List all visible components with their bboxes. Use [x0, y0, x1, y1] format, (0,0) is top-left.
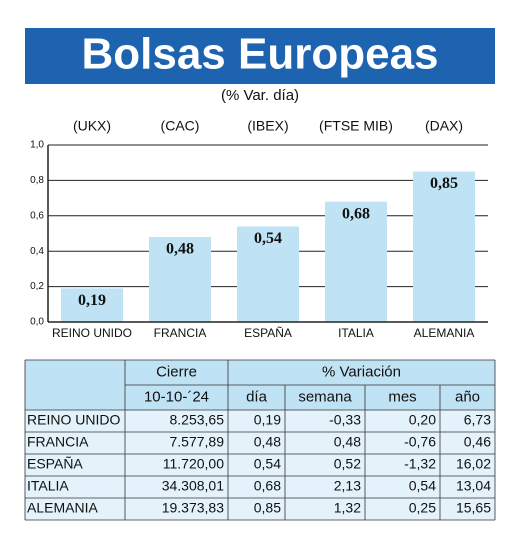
- table-cell: 0,25: [409, 500, 436, 516]
- table-cell: 7.577,89: [170, 434, 225, 450]
- table-cell: 0,54: [409, 478, 436, 494]
- table-cell: 0,48: [254, 434, 281, 450]
- table-body-bg: [25, 410, 495, 520]
- y-tick-label: 0,4: [30, 246, 44, 257]
- x-tick-label: ALEMANIA: [414, 326, 475, 340]
- table-header: año: [455, 388, 480, 405]
- table-cell: 0,19: [254, 412, 281, 428]
- y-tick-label: 1,0: [30, 140, 44, 151]
- table-cell: ITALIA: [27, 478, 69, 494]
- table-cell: 6,73: [464, 412, 491, 428]
- value-label: 0,68: [342, 205, 370, 222]
- x-tick-label: REINO UNIDO: [52, 326, 132, 340]
- table-header: 10-10-´24: [144, 388, 209, 405]
- bar: [413, 171, 475, 322]
- table-cell: 0,52: [334, 456, 361, 472]
- index-label: (IBEX): [247, 118, 288, 134]
- x-tick-label: FRANCIA: [154, 326, 207, 340]
- table-cell: 19.373,83: [162, 500, 224, 516]
- table-cell: 16,02: [456, 456, 491, 472]
- index-label: (UKX): [73, 118, 111, 134]
- table-cell: -1,32: [404, 456, 436, 472]
- index-label: (DAX): [425, 118, 463, 134]
- value-label: 0,54: [254, 230, 282, 247]
- table-cell: -0,76: [404, 434, 436, 450]
- table-cell: 0,46: [464, 434, 491, 450]
- table-cell: -0,33: [329, 412, 361, 428]
- title-banner: [25, 28, 495, 84]
- bar: [237, 226, 299, 322]
- index-label: (FTSE MIB): [319, 118, 393, 134]
- value-label: 0,19: [78, 292, 106, 309]
- table-cell: 8.253,65: [170, 412, 225, 428]
- table-header: Cierre: [156, 363, 197, 380]
- value-label: 0,48: [166, 241, 194, 258]
- chart-subtitle: (% Var. día): [221, 87, 299, 104]
- table-cell: ALEMANIA: [27, 500, 98, 516]
- y-tick-label: 0,6: [30, 210, 44, 221]
- table-cell: 1,32: [334, 500, 361, 516]
- table-cell: 0,20: [409, 412, 436, 428]
- table-cell: 15,65: [456, 500, 491, 516]
- value-label: 0,85: [430, 175, 458, 192]
- table-cell: ESPAÑA: [27, 456, 83, 472]
- y-tick-label: 0,0: [30, 317, 44, 328]
- y-tick-label: 0,2: [30, 281, 44, 292]
- table-cell: 0,85: [254, 500, 281, 516]
- table-cell: 2,13: [334, 478, 361, 494]
- table-cell: 0,48: [334, 434, 361, 450]
- index-label: (CAC): [161, 118, 200, 134]
- bar: [61, 288, 123, 322]
- x-tick-label: ITALIA: [338, 326, 374, 340]
- chart-title: Bolsas Europeas: [81, 30, 438, 79]
- table-cell: REINO UNIDO: [27, 412, 120, 428]
- table-cell: FRANCIA: [27, 434, 89, 450]
- table-header: % Variación: [322, 363, 401, 380]
- x-tick-label: ESPAÑA: [244, 326, 292, 340]
- table-cell: 11.720,00: [163, 456, 224, 472]
- table-cell: 0,68: [254, 478, 281, 494]
- table-header: día: [246, 388, 268, 405]
- bar: [149, 237, 211, 322]
- table-header: mes: [388, 388, 416, 405]
- table-cell: 34.308,01: [162, 478, 224, 494]
- table-header: semana: [298, 388, 352, 405]
- table-cell: 0,54: [254, 456, 281, 472]
- y-tick-label: 0,8: [30, 175, 44, 186]
- table-cell: 13,04: [456, 478, 491, 494]
- bar: [325, 201, 387, 322]
